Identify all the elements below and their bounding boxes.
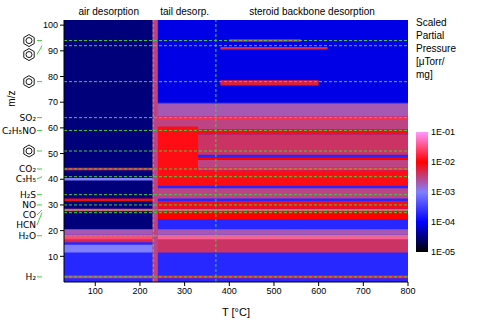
svg-text:80: 80: [48, 72, 58, 82]
svg-text:steroid backbone desorption: steroid backbone desorption: [249, 6, 375, 17]
svg-text:1E-02: 1E-02: [431, 157, 455, 167]
svg-text:H₂O: H₂O: [19, 231, 36, 241]
svg-text:C₃H₅: C₃H₅: [16, 174, 37, 184]
svg-text:600: 600: [311, 286, 326, 296]
svg-text:1E-04: 1E-04: [431, 217, 455, 227]
svg-text:1E-05: 1E-05: [431, 247, 455, 257]
svg-text:Partial: Partial: [416, 30, 444, 41]
svg-text:[μTorr/: [μTorr/: [416, 56, 445, 67]
svg-text:HCN: HCN: [16, 220, 36, 230]
svg-text:70: 70: [48, 97, 58, 107]
svg-text:60: 60: [48, 123, 58, 133]
svg-text:air desorption: air desorption: [78, 6, 139, 17]
svg-text:700: 700: [356, 286, 371, 296]
svg-text:H₂S: H₂S: [20, 190, 36, 200]
svg-text:500: 500: [266, 286, 281, 296]
svg-text:1E-01: 1E-01: [431, 127, 455, 137]
svg-text:50: 50: [48, 149, 58, 159]
svg-text:100: 100: [88, 286, 103, 296]
svg-text:CO₂: CO₂: [19, 164, 36, 174]
svg-text:800: 800: [400, 286, 415, 296]
svg-text:300: 300: [177, 286, 192, 296]
svg-text:m/z: m/z: [7, 91, 18, 107]
svg-text:30: 30: [48, 200, 58, 210]
svg-text:1E-03: 1E-03: [431, 187, 455, 197]
svg-text:100: 100: [43, 20, 58, 30]
svg-text:T [°C]: T [°C]: [222, 306, 250, 318]
svg-text:H₂: H₂: [26, 272, 37, 282]
svg-text:C₂H₅NO: C₂H₅NO: [2, 126, 36, 136]
svg-text:40: 40: [48, 174, 58, 184]
svg-text:mg]: mg]: [416, 69, 433, 80]
svg-text:400: 400: [222, 286, 237, 296]
svg-text:20: 20: [48, 226, 58, 236]
svg-text:CO: CO: [23, 210, 36, 220]
svg-text:tail desorp.: tail desorp.: [160, 6, 209, 17]
svg-text:10: 10: [48, 252, 58, 262]
svg-text:Pressure: Pressure: [416, 43, 456, 54]
svg-text:90: 90: [48, 46, 58, 56]
svg-text:SO₂: SO₂: [20, 113, 37, 123]
svg-text:NO: NO: [22, 200, 36, 210]
svg-text:200: 200: [132, 286, 147, 296]
svg-text:Scaled: Scaled: [416, 17, 447, 28]
